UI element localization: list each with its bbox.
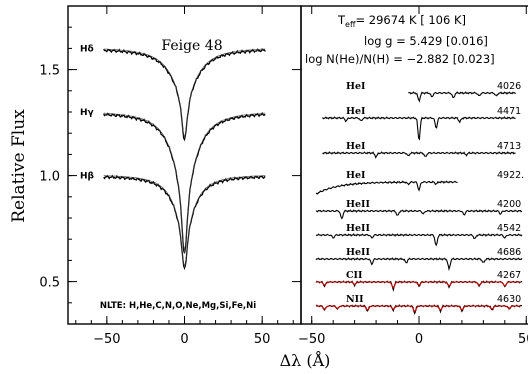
metal-line-model — [316, 281, 521, 289]
left-axes: −50 0 50 0.5 1.0 1.5 — [39, 6, 301, 347]
balmer-line-label: Hβ — [80, 172, 95, 182]
balmer-model — [103, 112, 266, 253]
x-tick-label: −50 — [93, 332, 120, 347]
balmer-profile — [103, 48, 266, 142]
param-teff: Teff= 29674 K [ 106 K] — [337, 13, 466, 29]
ion-label: HeII — [346, 247, 370, 258]
ion-label: HeI — [346, 141, 366, 152]
metal-line-profile — [322, 116, 516, 141]
balmer-profile — [103, 174, 266, 271]
metal-line-profile — [315, 180, 458, 195]
y-tick-label: 1.5 — [39, 64, 60, 79]
param-logg: log g = 5.429 [0.016] — [364, 34, 488, 48]
left-profiles: Hδ Hγ Hβ — [80, 44, 266, 271]
ion-label: HeI — [346, 106, 366, 117]
ion-label: HeI — [346, 170, 366, 181]
x-tick-label: 0 — [415, 332, 423, 347]
wavelength-label: 4542 — [497, 223, 521, 234]
param-teff-value: = 29674 K [ 106 K] — [355, 13, 466, 27]
left-title: Feige 48 — [161, 38, 222, 54]
wavelength-label: 4026 — [497, 81, 521, 92]
ion-label: CII — [346, 270, 363, 281]
wavelength-label: 4200 — [497, 199, 521, 210]
wavelength-label: 4686 — [497, 247, 521, 258]
wavelength-label: 4471 — [497, 106, 521, 117]
x-axis-label: Δλ (Å) — [280, 350, 331, 370]
metal-line-model — [316, 305, 521, 313]
metal-line-profile — [315, 257, 523, 272]
x-tick-label: −50 — [298, 332, 325, 347]
balmer-profile — [103, 111, 266, 254]
param-he: log N(He)/N(H) = −2.882 [0.023] — [305, 52, 495, 66]
right-profiles: HeI 4026 HeI 4471 HeI 4713 HeI 4922. HeII 4200 HeI… — [315, 81, 524, 315]
balmer-line-label: Hγ — [80, 108, 94, 118]
nlte-note: NLTE: H,He,C,N,O,Ne,Mg,Si,Fe,Ni — [100, 301, 256, 311]
x-tick-label: 0 — [180, 332, 188, 347]
metal-line-profile — [408, 91, 516, 103]
ion-label: HeII — [346, 223, 370, 234]
wavelength-label: 4267 — [497, 270, 521, 281]
wavelength-label: 4713 — [497, 141, 521, 152]
x-tick-label: 50 — [518, 332, 528, 347]
metal-line-profile — [322, 151, 516, 159]
x-tick-label: 50 — [254, 332, 271, 347]
right-axes: −50 0 50 — [298, 6, 528, 347]
y-tick-label: 1.0 — [39, 170, 60, 185]
param-teff-t: T — [337, 13, 346, 27]
balmer-line-label: Hδ — [80, 44, 94, 54]
param-teff-sub: eff — [345, 20, 356, 29]
ion-label: HeII — [346, 199, 370, 210]
metal-line-profile — [315, 233, 523, 247]
ion-label: NII — [346, 294, 364, 305]
y-axis-label: Relative Flux — [9, 109, 29, 223]
metal-line-profile — [315, 209, 523, 220]
wavelength-label: 4630 — [497, 294, 521, 305]
y-tick-label: 0.5 — [39, 276, 60, 291]
balmer-model — [103, 175, 266, 268]
ion-label: HeI — [346, 81, 366, 92]
parameter-block: Teff= 29674 K [ 106 K] log g = 5.429 [0.… — [305, 13, 495, 66]
wavelength-label: 4922. — [497, 170, 524, 181]
balmer-model — [103, 48, 266, 139]
